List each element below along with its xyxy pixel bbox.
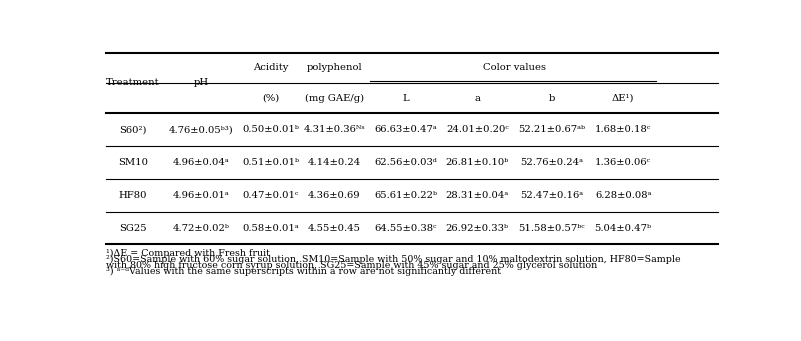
Text: 24.01±0.20ᶜ: 24.01±0.20ᶜ [446, 125, 509, 134]
Text: 4.96±0.01ᵃ: 4.96±0.01ᵃ [173, 191, 229, 200]
Text: 4.96±0.04ᵃ: 4.96±0.04ᵃ [173, 158, 229, 167]
Text: 0.50±0.01ᵇ: 0.50±0.01ᵇ [243, 125, 300, 134]
Text: ¹)ΔE = Compared with Fresh fruit: ¹)ΔE = Compared with Fresh fruit [107, 249, 270, 258]
Text: SG25: SG25 [119, 223, 147, 233]
Text: (mg GAE/g): (mg GAE/g) [305, 93, 364, 103]
Text: Acidity: Acidity [253, 63, 288, 72]
Text: S60²): S60²) [119, 125, 147, 134]
Text: 64.55±0.38ᶜ: 64.55±0.38ᶜ [375, 223, 437, 233]
Text: 4.14±0.24: 4.14±0.24 [308, 158, 361, 167]
Text: 26.92±0.33ᵇ: 26.92±0.33ᵇ [445, 223, 509, 233]
Text: (%): (%) [262, 93, 280, 103]
Text: 4.72±0.02ᵇ: 4.72±0.02ᵇ [172, 223, 229, 233]
Text: 0.51±0.01ᵇ: 0.51±0.01ᵇ [243, 158, 300, 167]
Text: 66.63±0.47ᵃ: 66.63±0.47ᵃ [375, 125, 437, 134]
Text: 4.31±0.36ᴺˢ: 4.31±0.36ᴺˢ [304, 125, 365, 134]
Text: SM10: SM10 [118, 158, 147, 167]
Text: 52.76±0.24ᵃ: 52.76±0.24ᵃ [520, 158, 583, 167]
Text: 51.58±0.57ᵇᶜ: 51.58±0.57ᵇᶜ [518, 223, 585, 233]
Text: HF80: HF80 [119, 191, 147, 200]
Text: 65.61±0.22ᵇ: 65.61±0.22ᵇ [374, 191, 437, 200]
Text: ³) ᵃ⁻ᵈValues with the same superscripts within a row are not significantly diffe: ³) ᵃ⁻ᵈValues with the same superscripts … [107, 266, 501, 276]
Text: pH: pH [193, 78, 208, 87]
Text: a: a [474, 93, 481, 103]
Text: 4.36±0.69: 4.36±0.69 [308, 191, 360, 200]
Text: 28.31±0.04ᵃ: 28.31±0.04ᵃ [445, 191, 509, 200]
Text: 52.47±0.16ᵃ: 52.47±0.16ᵃ [520, 191, 583, 200]
Text: 0.47±0.01ᶜ: 0.47±0.01ᶜ [243, 191, 299, 200]
Text: 0.58±0.01ᵃ: 0.58±0.01ᵃ [243, 223, 300, 233]
Text: 4.76±0.05ᵇ³): 4.76±0.05ᵇ³) [169, 125, 233, 134]
Text: 6.28±0.08ᵃ: 6.28±0.08ᵃ [595, 191, 651, 200]
Text: ΔE¹): ΔE¹) [612, 93, 634, 103]
Text: b: b [549, 93, 555, 103]
Text: 62.56±0.03ᵈ: 62.56±0.03ᵈ [374, 158, 437, 167]
Text: ²)S60=Sample with 60% sugar solution, SM10=Sample with 50% sugar and 10% maltode: ²)S60=Sample with 60% sugar solution, SM… [107, 255, 681, 264]
Text: 26.81±0.10ᵇ: 26.81±0.10ᵇ [445, 158, 509, 167]
Text: 1.68±0.18ᶜ: 1.68±0.18ᶜ [595, 125, 651, 134]
Text: polyphenol: polyphenol [307, 63, 362, 72]
Text: Treatment: Treatment [106, 78, 159, 87]
Text: 4.55±0.45: 4.55±0.45 [308, 223, 361, 233]
Text: with 80% high fructose corn syrup solution, SG25=Sample with 45% sugar and 25% g: with 80% high fructose corn syrup soluti… [107, 261, 598, 270]
Text: 5.04±0.47ᵇ: 5.04±0.47ᵇ [594, 223, 652, 233]
Text: Color values: Color values [483, 63, 546, 72]
Text: 1.36±0.06ᶜ: 1.36±0.06ᶜ [595, 158, 651, 167]
Text: L: L [403, 93, 409, 103]
Text: 52.21±0.67ᵃᵇ: 52.21±0.67ᵃᵇ [518, 125, 586, 134]
